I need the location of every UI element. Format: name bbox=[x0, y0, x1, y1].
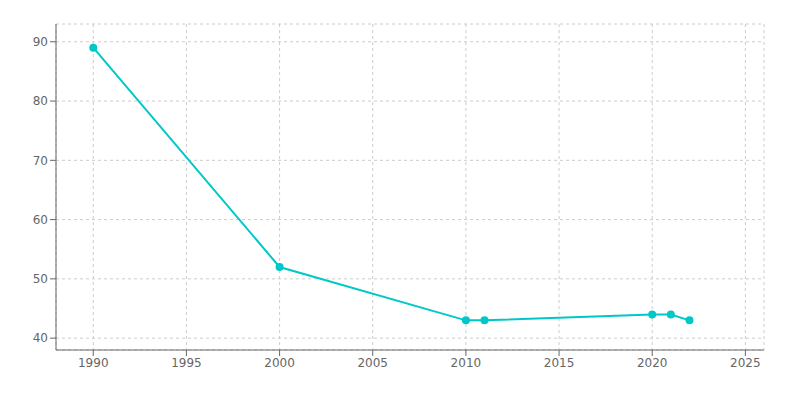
svg-text:2020: 2020 bbox=[637, 356, 668, 370]
svg-text:40: 40 bbox=[33, 331, 48, 345]
svg-text:2010: 2010 bbox=[451, 356, 482, 370]
svg-text:50: 50 bbox=[33, 272, 48, 286]
svg-text:2005: 2005 bbox=[357, 356, 388, 370]
svg-text:60: 60 bbox=[33, 213, 48, 227]
svg-text:2000: 2000 bbox=[264, 356, 295, 370]
svg-text:1995: 1995 bbox=[171, 356, 202, 370]
svg-text:2025: 2025 bbox=[730, 356, 761, 370]
svg-text:1990: 1990 bbox=[78, 356, 109, 370]
svg-text:80: 80 bbox=[33, 94, 48, 108]
svg-text:70: 70 bbox=[33, 154, 48, 168]
svg-text:2015: 2015 bbox=[544, 356, 575, 370]
svg-text:90: 90 bbox=[33, 35, 48, 49]
